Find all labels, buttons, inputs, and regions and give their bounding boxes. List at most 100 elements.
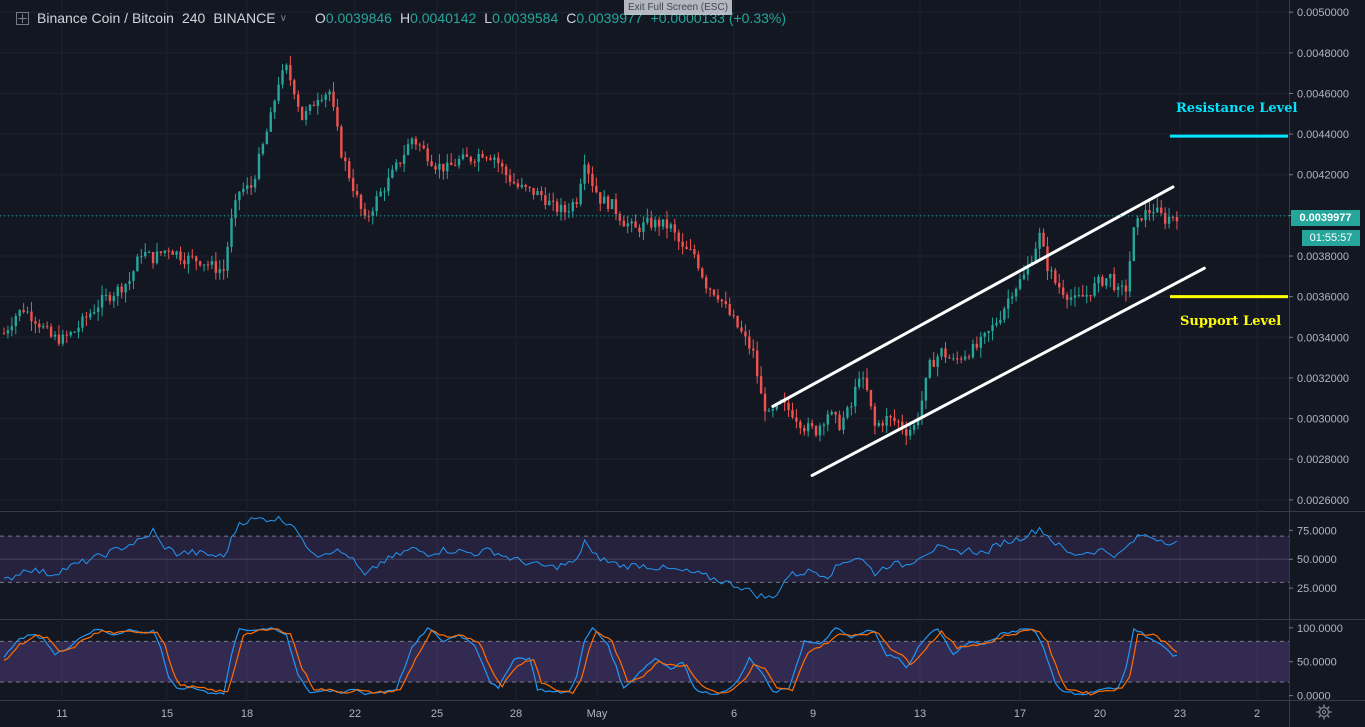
candle-body (316, 100, 320, 106)
candle-body (418, 144, 422, 146)
candle-body (803, 428, 806, 432)
candle-body (1046, 246, 1049, 272)
close-label: C (566, 10, 577, 26)
candle-body (336, 107, 339, 127)
candle-body (610, 199, 614, 210)
rsi-axis-label: 50.0000 (1297, 554, 1337, 566)
candle-body (249, 185, 253, 188)
symbol-name[interactable]: Binance Coin / Bitcoin (37, 10, 174, 26)
candle-body (132, 271, 135, 281)
candle-body (881, 423, 884, 426)
candle-body (26, 311, 29, 313)
candle-body (540, 190, 543, 196)
candle-body (563, 205, 567, 213)
candle-body (606, 196, 610, 210)
candle-body (89, 313, 92, 318)
time-axis-label: 20 (1094, 708, 1106, 720)
candle-body (371, 211, 374, 217)
candle-body (626, 223, 629, 227)
candle-body (477, 154, 480, 162)
candle-body (618, 213, 622, 221)
last-price-tag: 0.0039977 (1291, 210, 1360, 226)
candle-body (183, 260, 186, 265)
candle-body (1010, 296, 1014, 299)
candle-body (646, 217, 649, 223)
price-axis-label: 0.0034000 (1297, 332, 1349, 344)
candle-body (65, 334, 68, 336)
candle-body (975, 343, 979, 348)
timeframe-label[interactable]: 240 (181, 10, 206, 26)
candle-body (391, 169, 394, 178)
low-label: L (484, 10, 493, 26)
candle-body (234, 200, 237, 218)
candle-body (1089, 295, 1092, 297)
candle-body (752, 348, 755, 351)
candle-body (410, 138, 414, 145)
candle-body (771, 408, 775, 411)
candle-body (893, 417, 896, 422)
candle-body (956, 358, 959, 360)
candle-body (759, 376, 763, 394)
chevron-down-icon[interactable]: ∨ (279, 12, 287, 24)
candle-body (991, 324, 994, 332)
expand-icon[interactable] (16, 11, 29, 25)
candle-body (744, 331, 747, 337)
exchange-label[interactable]: BINANCE (213, 10, 276, 26)
price-axis-label: 0.0050000 (1297, 7, 1349, 19)
candle-body (971, 343, 975, 358)
candle-body (959, 358, 963, 360)
candle-body (151, 251, 155, 264)
candle-body (932, 359, 935, 367)
candle-body (701, 268, 704, 278)
candle-body (948, 357, 951, 359)
candle-body (551, 200, 555, 202)
time-axis-label: 2 (1254, 708, 1260, 720)
time-axis-label: 23 (1174, 708, 1186, 720)
candle-body (791, 410, 794, 418)
candle-body (724, 301, 727, 305)
ohlc-values: O 0.0039846 H 0.0040142 L 0.0039584 C 0.0039… (315, 10, 643, 26)
rsi-line (3, 515, 1178, 600)
candle-body (500, 163, 504, 167)
candle-body (720, 299, 724, 302)
candle-body (826, 414, 829, 425)
time-axis-label: 28 (510, 708, 522, 720)
candle-body (493, 157, 496, 160)
candle-body (155, 251, 159, 264)
gear-icon[interactable] (1316, 704, 1332, 720)
candle-body (332, 91, 335, 108)
exit-fullscreen-tooltip[interactable]: Exit Full Screen (ESC) (624, 0, 733, 15)
candle-body (453, 165, 457, 167)
candle-body (1007, 298, 1010, 309)
candle-body (120, 286, 123, 293)
candle-body (136, 256, 139, 272)
candle-body (857, 378, 861, 387)
price-axis-label: 0.0042000 (1297, 170, 1349, 182)
candle-body (481, 154, 484, 158)
candle-body (634, 221, 637, 228)
candle-body (42, 326, 45, 328)
bar-countdown-tag: 01:55:57 (1302, 230, 1360, 246)
candle-body (242, 188, 245, 192)
candle-body (124, 284, 127, 293)
candle-body (1050, 270, 1053, 272)
candle-body (238, 191, 241, 201)
candle-body (147, 251, 151, 253)
candle-body (657, 219, 661, 227)
candle-body (885, 416, 888, 426)
candle-body (1112, 273, 1116, 290)
price-axis-label: 0.0046000 (1297, 88, 1349, 100)
candle-body (261, 144, 265, 154)
candle-body (940, 348, 943, 357)
candle-body (799, 421, 802, 429)
candle-body (901, 421, 904, 430)
candle-body (1003, 308, 1006, 320)
candle-body (716, 295, 720, 300)
candle-body (622, 220, 626, 227)
candle-body (45, 326, 49, 328)
candle-body (869, 389, 873, 407)
candle-body (328, 91, 331, 95)
candle-body (1077, 294, 1081, 296)
candle-body (1022, 274, 1026, 280)
